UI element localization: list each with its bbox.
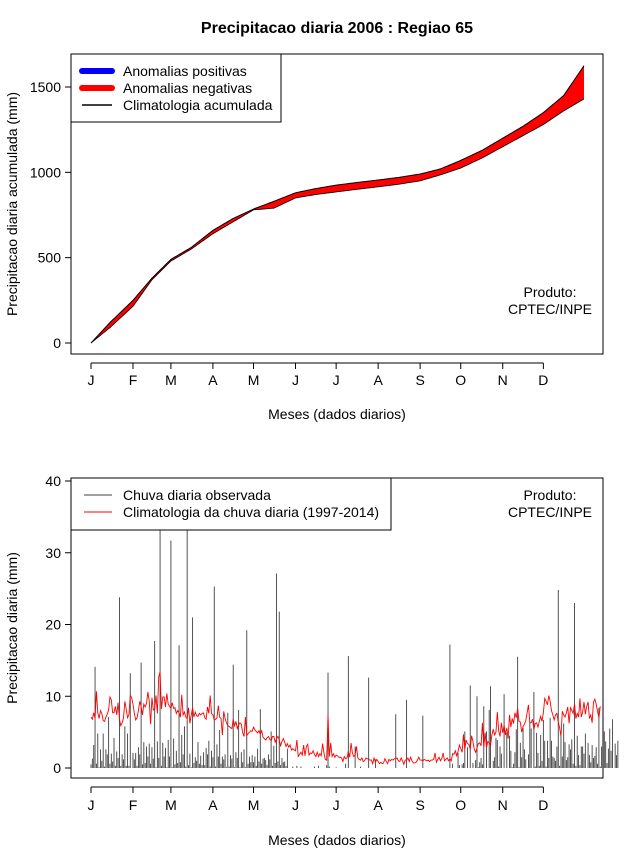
- main-title: Precipitacao diaria 2006 : Regiao 65: [201, 20, 473, 37]
- legend-label-positive: Anomalias positivas: [123, 63, 247, 79]
- x-tick-label: N: [498, 797, 508, 813]
- x-tick-label: M: [248, 797, 260, 813]
- x-tick-label: F: [129, 372, 138, 388]
- y-tick-label: 40: [45, 473, 61, 489]
- product-source-top: CPTEC/INPE: [508, 301, 592, 317]
- y-tick-label: 1500: [30, 79, 61, 95]
- daily-climatology-layer: [90, 671, 601, 766]
- daily-climatology-line: [90, 671, 601, 766]
- product-source-bottom: CPTEC/INPE: [508, 504, 592, 520]
- x-tick-label: F: [129, 797, 138, 813]
- y-tick-label: 1000: [30, 164, 61, 180]
- x-tick-label: J: [333, 372, 340, 388]
- legend-label-negative: Anomalias negativas: [123, 80, 252, 96]
- cumulative-x-label: Meses (dados diarios): [268, 406, 406, 422]
- x-tick-label: O: [455, 797, 466, 813]
- x-tick-label: M: [165, 797, 177, 813]
- observed-cumulative-line: [90, 98, 585, 344]
- x-tick-label: A: [373, 372, 383, 388]
- y-tick-label: 20: [45, 617, 61, 633]
- daily-legend: Chuva diaria observada Climatologia da c…: [70, 477, 392, 531]
- x-tick-label: S: [415, 797, 424, 813]
- legend-label-daily-climatology: Climatologia da chuva diaria (1997-2014): [123, 504, 379, 520]
- x-tick-label: D: [538, 797, 548, 813]
- daily-y-axis: 0 10 20 30 40: [45, 473, 72, 776]
- legend-label-observed: Chuva diaria observada: [123, 487, 271, 503]
- y-tick-label: 30: [45, 545, 61, 561]
- x-tick-label: J: [88, 797, 95, 813]
- y-tick-label: 0: [53, 335, 61, 351]
- observed-bars-layer: [90, 495, 619, 768]
- legend-label-climatology: Climatologia acumulada: [123, 97, 273, 113]
- y-tick-label: 0: [53, 760, 61, 776]
- x-tick-label: J: [292, 797, 299, 813]
- daily-x-label: Meses (dados diarios): [268, 832, 406, 848]
- y-tick-label: 500: [38, 250, 62, 266]
- daily-chart: 0 10 20 30 40 J F M A M J J A S O N D Meses (dados diar…: [4, 473, 619, 848]
- x-tick-label: A: [208, 797, 218, 813]
- daily-legend-box: [70, 477, 392, 531]
- cumulative-legend: Anomalias positivas Anomalias negativas …: [70, 53, 282, 123]
- x-tick-label: J: [333, 797, 340, 813]
- x-tick-label: N: [498, 372, 508, 388]
- x-tick-label: M: [165, 372, 177, 388]
- x-tick-label: S: [415, 372, 424, 388]
- x-tick-label: A: [373, 797, 383, 813]
- x-tick-label: J: [88, 372, 95, 388]
- cumulative-y-label: Precipitacao diaria acumulada (mm): [4, 92, 20, 316]
- y-tick-label: 10: [45, 688, 61, 704]
- daily-y-label: Precipitacao diaria (mm): [4, 552, 20, 704]
- x-tick-label: A: [208, 372, 218, 388]
- x-tick-label: D: [538, 372, 548, 388]
- x-tick-label: J: [292, 372, 299, 388]
- cumulative-chart: 0 500 1000 1500 J F M A M J J A S O N D Meses (dados d…: [4, 53, 604, 422]
- climatology-cumulative-line: [90, 65, 585, 344]
- product-label-top: Produto:: [524, 284, 577, 300]
- cumulative-y-axis: 0 500 1000 1500: [30, 79, 72, 351]
- x-tick-label: M: [248, 372, 260, 388]
- product-label-bottom: Produto:: [524, 487, 577, 503]
- cumulative-lines-layer: [90, 65, 585, 344]
- x-tick-label: O: [455, 372, 466, 388]
